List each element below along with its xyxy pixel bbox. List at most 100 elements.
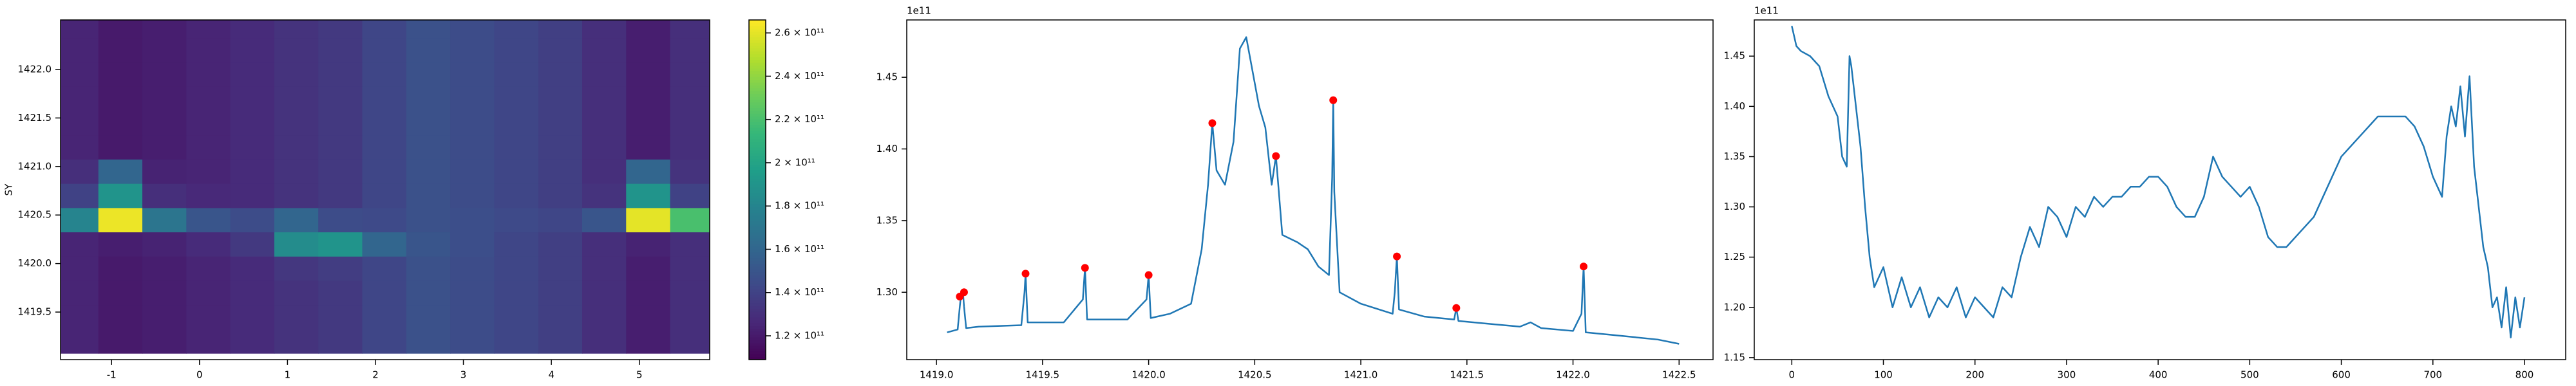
- colorbar-segment: [749, 116, 766, 120]
- heatmap-cell: [318, 134, 363, 160]
- heatmap-cell: [406, 159, 451, 184]
- heatmap-cell: [274, 134, 319, 160]
- peak-marker: [1021, 270, 1030, 278]
- x-tick-label: -1: [107, 369, 117, 381]
- heatmap-cell: [450, 232, 495, 257]
- heatmap-cell: [494, 134, 539, 160]
- heatmap-cell: [98, 86, 143, 111]
- heatmap-cell: [186, 280, 231, 306]
- heatmap-cell: [362, 304, 407, 329]
- colorbar-segment: [749, 144, 766, 148]
- data-line: [1791, 26, 2526, 338]
- heatmap-cell: [230, 111, 275, 136]
- heatmap-cell: [61, 183, 99, 208]
- y-tick-label: 1.45: [1724, 50, 1745, 62]
- colorbar-segment: [749, 178, 766, 182]
- colorbar-tick-label: 2.6 × 10¹¹: [775, 27, 824, 39]
- heatmap-cell: [98, 207, 143, 233]
- heatmap-cell: [626, 134, 671, 160]
- colorbar-tick-label: 1.4 × 10¹¹: [775, 286, 824, 298]
- colorbar-segment: [749, 249, 766, 253]
- heatmap-cell: [230, 37, 275, 63]
- colorbar-segment: [749, 37, 766, 41]
- heatmap-cell: [318, 111, 363, 136]
- heatmap-cell: [582, 37, 627, 63]
- colorbar-segment: [749, 322, 766, 326]
- heatmap-cell: [61, 37, 99, 63]
- axes-frame: [1754, 19, 2566, 360]
- colorbar-segment: [749, 156, 766, 160]
- heatmap-cell: [450, 86, 495, 111]
- colorbar-segment: [749, 20, 766, 23]
- colorbar-segment: [749, 306, 766, 309]
- colorbar-tick-label: 1.6 × 10¹¹: [775, 243, 824, 255]
- x-tick-label: 1420.5: [1238, 369, 1272, 381]
- colorbar-segment: [749, 280, 766, 284]
- x-tick-label: 600: [2332, 369, 2351, 381]
- peak-marker: [1081, 264, 1089, 272]
- colorbar-segment: [749, 190, 766, 193]
- x-tick-label: 1419.5: [1026, 369, 1060, 381]
- heatmap-cell: [626, 86, 671, 111]
- heatmap-cell: [186, 134, 231, 160]
- heatmap-cell: [494, 183, 539, 208]
- colorbar-segment: [749, 48, 766, 51]
- heatmap-cell: [142, 304, 187, 329]
- colorbar-segment: [749, 93, 766, 97]
- colorbar-segment: [749, 161, 766, 165]
- heatmap-cell: [494, 20, 539, 39]
- heatmap-cell: [626, 159, 671, 184]
- heatmap-cell: [582, 280, 627, 306]
- colorbar-segment: [749, 326, 766, 329]
- heatmap-cell: [362, 134, 407, 160]
- heatmap-cell: [142, 232, 187, 257]
- heatmap-cell: [142, 159, 187, 184]
- heatmap-cell: [670, 86, 710, 111]
- heatmap-cell: [450, 329, 495, 354]
- heatmap-cell: [230, 304, 275, 329]
- heatmap-cell: [626, 280, 671, 306]
- colorbar-segment: [749, 243, 766, 247]
- colorbar-segment: [749, 232, 766, 235]
- peak-marker: [960, 288, 968, 297]
- colorbar-segment: [749, 340, 766, 344]
- heatmap-cell: [274, 207, 319, 233]
- y-tick-label: 1419.5: [18, 306, 52, 318]
- colorbar-segment: [749, 283, 766, 287]
- colorbar-segment: [749, 263, 766, 267]
- colorbar-segment: [749, 300, 766, 304]
- colorbar-segment: [749, 150, 766, 154]
- y-tick-label: 1.20: [1724, 301, 1745, 313]
- colorbar-segment: [749, 356, 766, 360]
- x-tick-label: 700: [2423, 369, 2442, 381]
- peak-marker: [1452, 304, 1461, 312]
- heatmap-cell: [670, 207, 710, 233]
- heatmap-cell: [274, 280, 319, 306]
- heatmap-cell: [61, 159, 99, 184]
- heatmap-cell: [406, 304, 451, 329]
- colorbar-segment: [749, 45, 766, 49]
- x-tick-label: 0: [196, 369, 203, 381]
- heatmap-cell: [142, 37, 187, 63]
- plot-area: [947, 36, 1680, 345]
- colorbar-segment: [749, 187, 766, 190]
- colorbar-segment: [749, 212, 766, 216]
- heatmap-cell: [362, 329, 407, 354]
- heatmap-cell: [494, 304, 539, 329]
- colorbar-segment: [749, 311, 766, 315]
- colorbar-segment: [749, 96, 766, 100]
- heatmap-cell: [98, 232, 143, 257]
- heatmap-cell: [538, 159, 583, 184]
- heatmap-cell: [98, 256, 143, 281]
- heatmap-cell: [61, 232, 99, 257]
- heatmap-cell: [362, 20, 407, 39]
- heatmap-cell: [142, 183, 187, 208]
- heatmap-cell: [494, 232, 539, 257]
- heatmap-cell: [142, 111, 187, 136]
- x-tick-label: 3: [460, 369, 467, 381]
- peak-marker: [1208, 119, 1217, 127]
- colorbar-segment: [749, 87, 766, 91]
- heatmap-cell: [582, 111, 627, 136]
- heatmap-cell: [98, 111, 143, 136]
- heatmap-cell: [582, 134, 627, 160]
